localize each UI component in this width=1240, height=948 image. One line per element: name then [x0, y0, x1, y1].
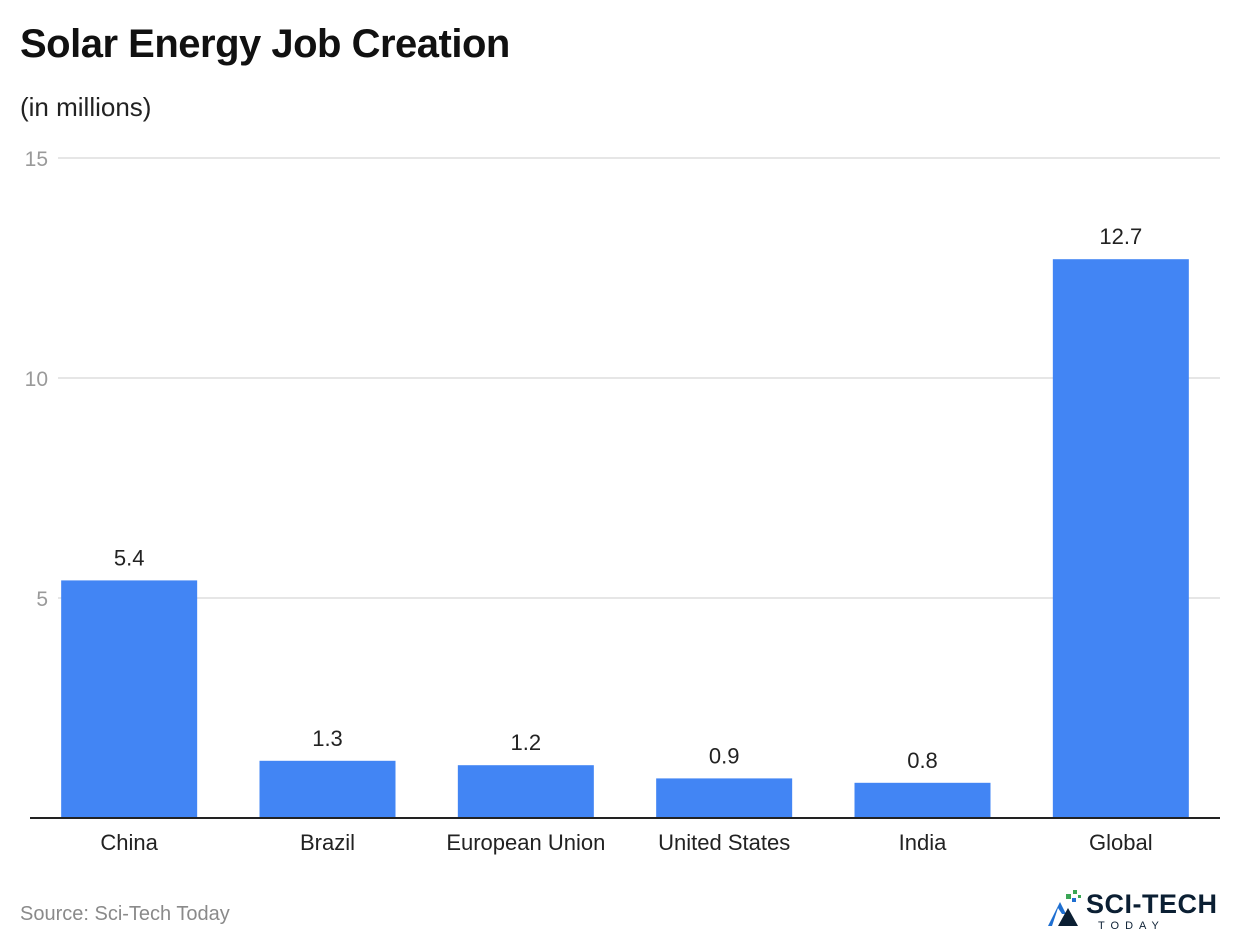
logo-text-main: SCI-TECH — [1086, 889, 1218, 919]
x-tick-label: Brazil — [300, 830, 355, 855]
x-tick-label: China — [100, 830, 158, 855]
x-tick-label: United States — [658, 830, 790, 855]
x-tick-label: Global — [1089, 830, 1153, 855]
bar — [259, 760, 396, 818]
source-note: Source: Sci-Tech Today — [20, 903, 230, 925]
data-label: 5.4 — [114, 545, 145, 570]
data-label: 1.2 — [511, 730, 542, 755]
data-label: 0.9 — [709, 743, 740, 768]
gridlines — [58, 157, 1220, 599]
chart-title: Solar Energy Job Creation — [20, 22, 510, 66]
y-tick-label: 10 — [25, 368, 48, 391]
bar — [457, 765, 594, 818]
labels: 5 10 15 5.4 China 1.3 Brazil 1.2 European Union 0… — [25, 148, 1153, 855]
y-tick-label: 5 — [36, 588, 48, 611]
sci-tech-today-logo: SCI-TECH TODAY — [1048, 889, 1218, 932]
bar — [854, 782, 991, 818]
x-tick-label: India — [899, 830, 947, 855]
logo-mark-icon — [1048, 890, 1081, 926]
bar — [61, 580, 198, 818]
logo-text-sub: TODAY — [1098, 920, 1165, 932]
x-tick-label: European Union — [446, 830, 605, 855]
data-label: 0.8 — [907, 748, 938, 773]
y-tick-label: 15 — [25, 148, 48, 171]
data-label: 1.3 — [312, 726, 343, 751]
bar-chart: 5 10 15 5.4 China 1.3 Brazil 1.2 European Union 0… — [25, 148, 1220, 855]
bar — [1052, 259, 1189, 818]
data-label: 12.7 — [1099, 224, 1142, 249]
bars — [30, 259, 1220, 819]
bar — [656, 778, 793, 818]
chart-subtitle: (in millions) — [20, 92, 152, 122]
